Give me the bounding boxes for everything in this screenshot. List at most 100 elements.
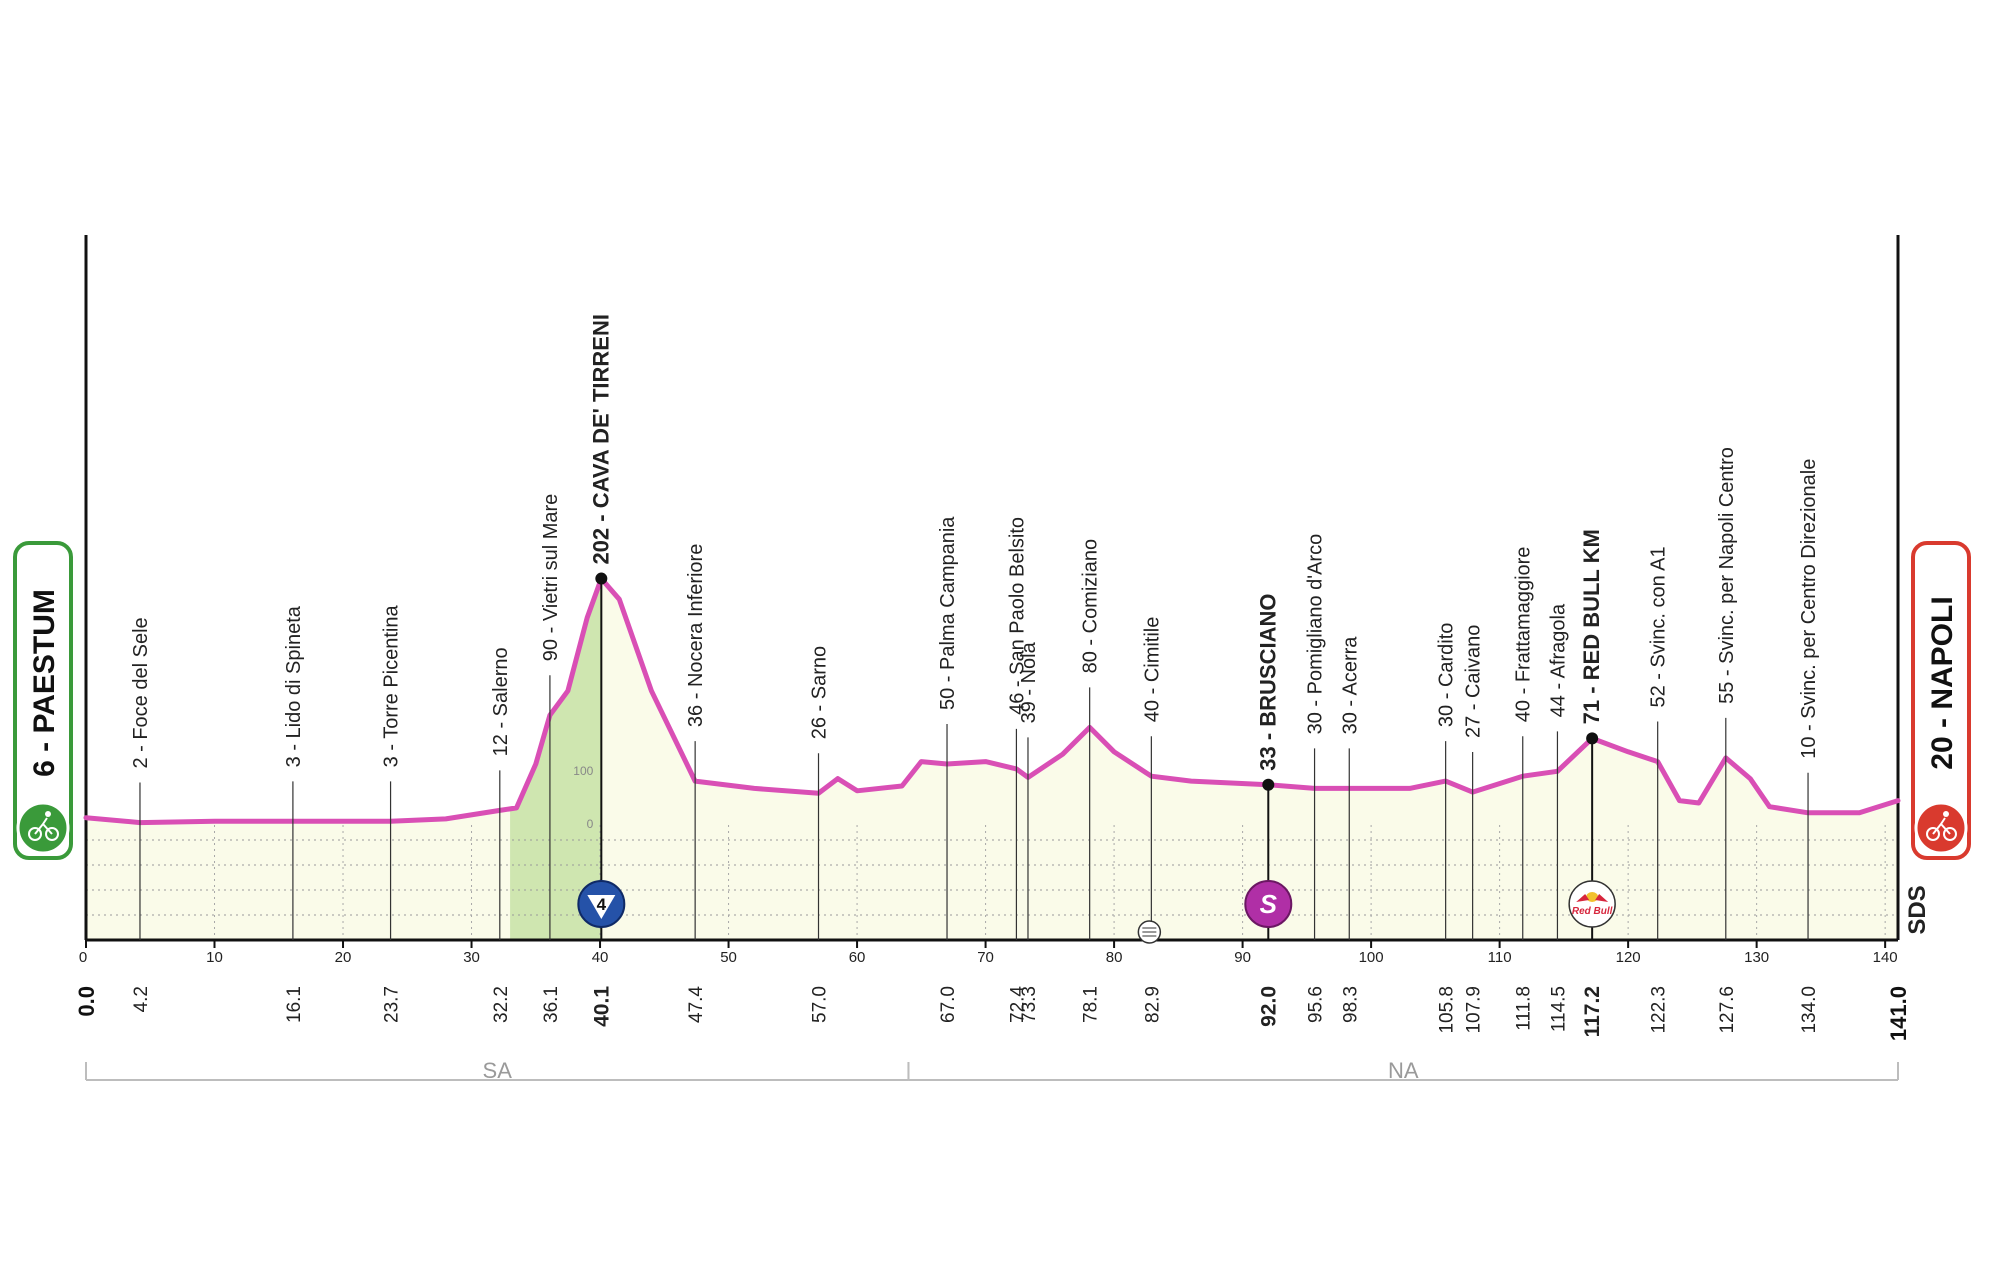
x-tick-label: 90 [1234,949,1251,966]
markers-layer: 4 S Red Bull [577,880,1616,944]
bike-wheel-shape [45,827,59,841]
waypoint-km-label: 114.5 [1548,986,1569,1032]
waypoint-dot [1262,778,1275,791]
waypoint-label: 2 - Foce del Sele [130,617,152,768]
bike-wheel-shape [1926,827,1940,841]
waypoint-label: 3 - Torre Picentina [381,605,403,768]
intermediate-sprint-icon [1244,880,1293,928]
waypoint-km-label: 4.2 [131,986,152,1012]
waypoint-km-label: 57.0 [810,986,831,1023]
bike-wheel-shape [1943,827,1957,841]
waypoint-km-label: 36.1 [541,986,562,1023]
bike-frame-shape [1932,817,1951,835]
waypoint-label: 39 - Nola [1018,641,1040,723]
waypoint-label: 50 - Palma Campania [937,516,959,710]
waypoint-label: 90 - Vietri sul Mare [540,494,562,661]
waypoint-label: 12 - Salerno [490,647,512,756]
province-label: NA [1388,1058,1419,1083]
waypoint-label: 202 - CAVA DE' TIRRENI [588,314,613,565]
waypoint-label: 40 - Frattamaggiore [1513,547,1535,723]
start-banner [13,541,73,860]
waypoint-dot [1586,732,1599,745]
x-tick-label: 140 [1873,949,1898,966]
waypoint-label: 40 - Cimitile [1141,617,1163,723]
red-bull-km-icon [1568,880,1616,928]
x-tick-label: 0 [79,949,87,966]
x-tick-label: 50 [720,949,737,966]
waypoint-label: 46 - San Paolo Belsito [1006,517,1028,715]
x-tick-label: 80 [1106,949,1123,966]
x-tick-label: 100 [1359,949,1384,966]
waypoint-km-label: 98.3 [1340,986,1361,1023]
kom-triangle-shape [587,895,616,919]
start-cyclist-icon [16,801,70,855]
waypoint-label: 30 - Acerra [1339,636,1361,735]
waypoint-label: 10 - Svinc. per Centro Direzionale [1798,459,1820,759]
axes-layer: 0 10 20 30 40 50 60 70 80 90 100 110 120 130 140 100 0 [79,235,1900,966]
sds-watermark: SDS [1904,885,1931,934]
waypoint-label: 36 - Nocera Inferiore [685,544,707,727]
waypoint-label: 80 - Comiziano [1080,539,1102,674]
waypoint-label: 52 - Svinc. con A1 [1648,546,1670,707]
x-tick-label: 130 [1744,949,1769,966]
finish-label: 20 - NAPOLI [1926,596,1959,769]
red-bull-label: Red Bull [1572,906,1613,917]
sprint-label: S [1260,889,1278,919]
waypoint-km-label: 16.1 [284,986,305,1023]
finish-banner [1911,541,1971,860]
finish-cyclist-icon [1914,801,1968,855]
waypoint-km-label: 127.6 [1717,986,1738,1034]
waypoint-km-label: 73.3 [1019,986,1040,1023]
grid-layer [86,825,1898,940]
waypoint-km-label: 47.4 [686,986,707,1023]
banners-layer: 6 - PAESTUM 20 - NAPOLI SDS [13,541,1971,935]
waypoint-km-label: 122.3 [1649,986,1670,1034]
waypoint-km-label: 92.0 [1257,986,1280,1027]
waypoint-km-label: 105.8 [1437,986,1458,1034]
climb-y-label-0: 0 [587,817,594,831]
start-km-label: 0.0 [74,986,99,1017]
x-tick-label: 60 [849,949,866,966]
x-tick-label: 110 [1488,949,1512,966]
waypoint-km-label: 111.8 [1514,986,1535,1031]
profile-fill-layer [86,578,1898,940]
waypoint-label: 71 - RED BULL KM [1579,529,1604,724]
bike-wheel-shape [28,827,42,841]
rider-head-shape [45,811,51,817]
waypoint-km-label: 107.9 [1464,986,1485,1034]
waypoint-label: 26 - Sarno [809,646,831,739]
waypoint-label: 30 - Pomigliano d'Arco [1305,534,1327,735]
waypoint-dot [595,572,608,585]
x-tick-label: 120 [1616,949,1641,966]
waypoint-km-label: 72.4 [1007,986,1028,1023]
waypoint-label: 3 - Lido di Spineta [283,605,305,767]
x-tick-label: 70 [977,949,994,966]
profile-area-fill [86,578,1898,940]
x-tick-label: 40 [592,949,609,966]
x-tick-label: 20 [335,949,352,966]
kom-category-label: 4 [597,895,607,914]
profile-line-layer [83,576,1901,826]
finish-km-label: 141.0 [1886,986,1911,1041]
waypoint-label: 55 - Svinc. per Napoli Centro [1716,447,1738,704]
waypoint-label: 33 - BRUSCIANO [1255,593,1280,770]
waypoint-km-label: 67.0 [938,986,959,1023]
climb-y-label-100: 100 [573,764,593,778]
waypoint-label: 44 - Afragola [1547,603,1569,717]
x-tick-label: 10 [206,949,223,966]
waypoint-label: 30 - Cardito [1436,623,1458,728]
waypoint-km-label: 82.9 [1142,986,1163,1023]
bike-frame-shape [34,817,53,835]
waypoint-km-label: 40.1 [590,986,613,1027]
rider-head-shape [1943,811,1949,817]
x-tick-label: 30 [463,949,480,966]
waypoint-km-label: 134.0 [1799,986,1820,1034]
waypoint-label: 27 - Caivano [1463,625,1485,738]
province-label: SA [483,1058,513,1083]
red-bull-bulls-shape [1576,894,1609,902]
provinces-layer: SA NA [85,1058,1899,1083]
waypoint-km-label: 32.2 [491,986,512,1023]
waypoint-km-label: 117.2 [1581,986,1604,1037]
